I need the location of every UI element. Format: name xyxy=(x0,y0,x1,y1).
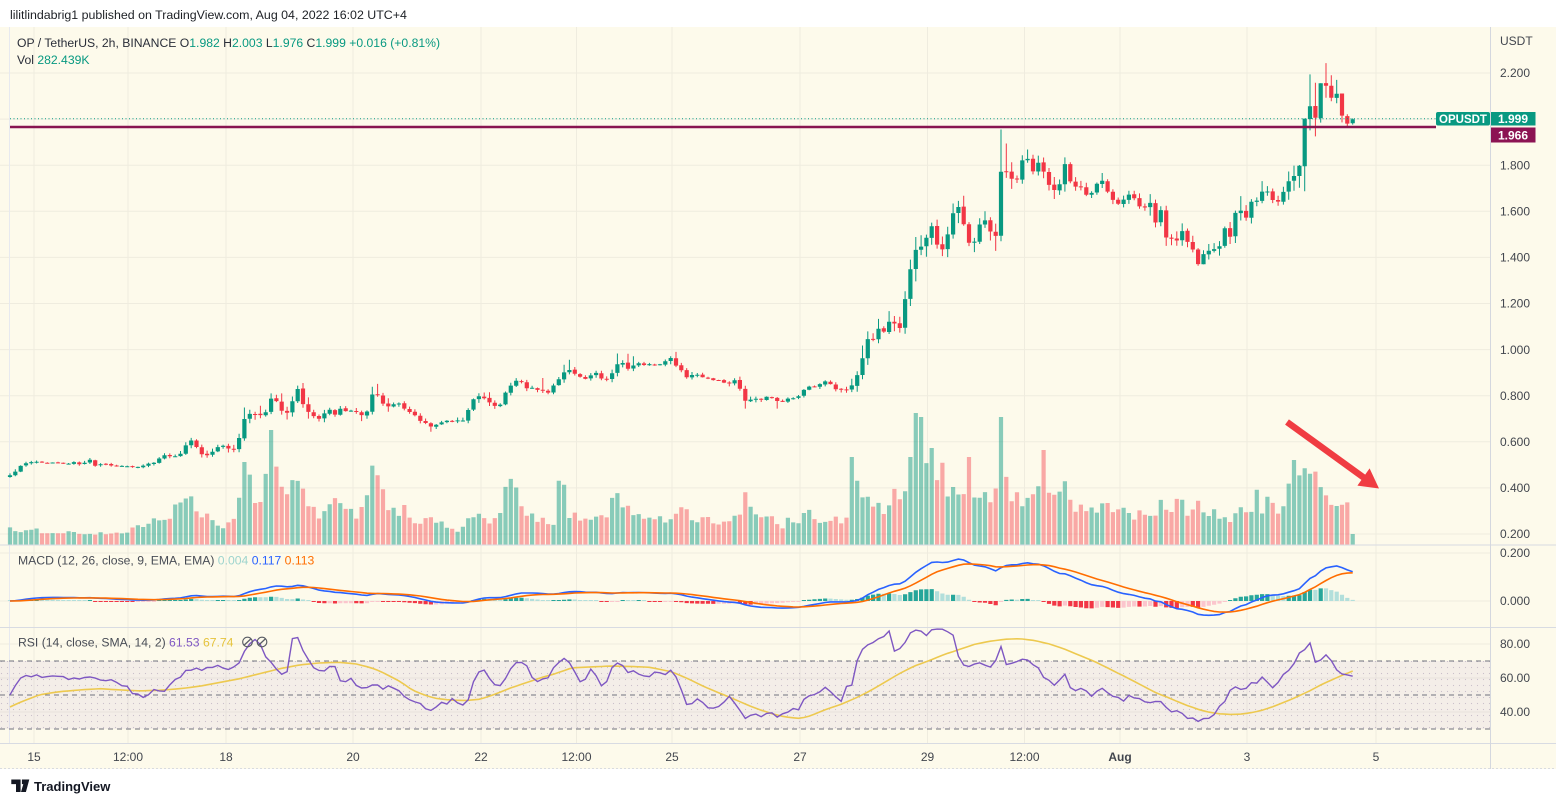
svg-text:3: 3 xyxy=(1244,750,1251,764)
svg-text:20: 20 xyxy=(346,750,360,764)
svg-text:TradingView: TradingView xyxy=(34,779,111,794)
svg-text:OP / TetherUS, 2h, BINANCE O1.: OP / TetherUS, 2h, BINANCE O1.982 H2.003… xyxy=(17,36,440,50)
svg-text:60.00: 60.00 xyxy=(1500,671,1530,685)
svg-text:40.00: 40.00 xyxy=(1500,705,1530,719)
svg-text:USDT: USDT xyxy=(1500,34,1533,48)
svg-text:1.999: 1.999 xyxy=(1498,112,1528,126)
svg-text:1.800: 1.800 xyxy=(1500,158,1530,172)
svg-text:RSI (14, close, SMA, 14, 2) 61: RSI (14, close, SMA, 14, 2) 61.53 67.74 xyxy=(18,636,234,650)
svg-text:1.400: 1.400 xyxy=(1500,251,1530,265)
svg-text:12:00: 12:00 xyxy=(561,750,591,764)
svg-text:0.000: 0.000 xyxy=(1500,594,1530,608)
svg-text:29: 29 xyxy=(921,750,935,764)
svg-text:18: 18 xyxy=(219,750,233,764)
svg-text:22: 22 xyxy=(474,750,488,764)
svg-text:0.200: 0.200 xyxy=(1500,546,1530,560)
svg-text:5: 5 xyxy=(1373,750,1380,764)
svg-text:2.200: 2.200 xyxy=(1500,66,1530,80)
svg-text:0.600: 0.600 xyxy=(1500,435,1530,449)
svg-text:Aug: Aug xyxy=(1108,750,1131,764)
svg-text:25: 25 xyxy=(665,750,679,764)
svg-text:Vol 282.439K: Vol 282.439K xyxy=(17,53,90,67)
svg-text:1.200: 1.200 xyxy=(1500,297,1530,311)
svg-text:12:00: 12:00 xyxy=(113,750,143,764)
svg-text:lilitlindabrig1 published on T: lilitlindabrig1 published on TradingView… xyxy=(10,8,407,22)
svg-text:1.966: 1.966 xyxy=(1498,128,1528,142)
svg-text:0.800: 0.800 xyxy=(1500,389,1530,403)
svg-text:0.400: 0.400 xyxy=(1500,481,1530,495)
svg-text:27: 27 xyxy=(793,750,807,764)
svg-text:0.200: 0.200 xyxy=(1500,527,1530,541)
svg-text:OPUSDT: OPUSDT xyxy=(1439,114,1487,126)
svg-text:MACD (12, 26, close, 9, EMA, E: MACD (12, 26, close, 9, EMA, EMA) 0.004 … xyxy=(18,554,314,568)
svg-text:1.600: 1.600 xyxy=(1500,205,1530,219)
svg-text:1.000: 1.000 xyxy=(1500,343,1530,357)
svg-text:80.00: 80.00 xyxy=(1500,637,1530,651)
svg-text:15: 15 xyxy=(27,750,41,764)
svg-text:12:00: 12:00 xyxy=(1009,750,1039,764)
